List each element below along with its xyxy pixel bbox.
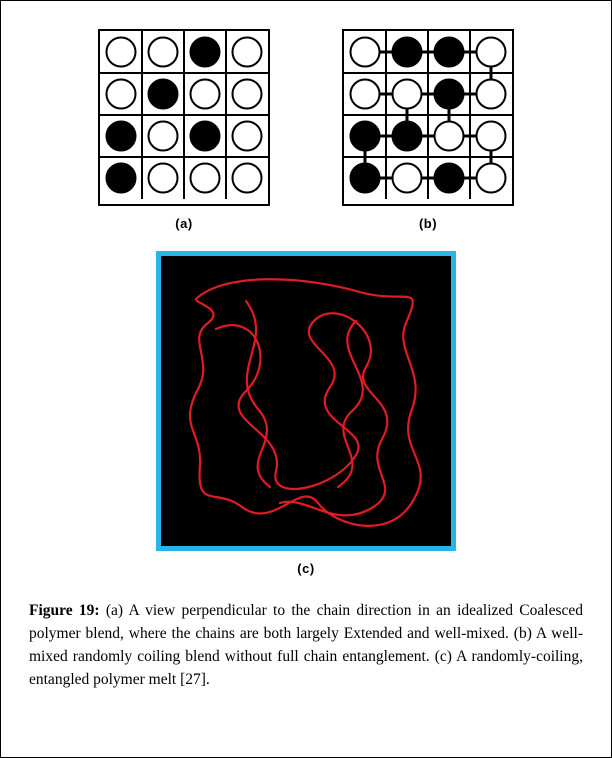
panel-a-label: (a) (175, 216, 192, 231)
top-row: (a) (b) (29, 29, 583, 231)
panel-c-label: (c) (297, 561, 314, 576)
grid-a-svg (100, 31, 268, 199)
panel-c-group: (c) (156, 251, 456, 576)
grid-b-svg (344, 31, 512, 199)
mid-row: (c) (29, 251, 583, 576)
panel-b-grid (342, 29, 514, 206)
panel-c-svg (156, 251, 456, 551)
caption-lead: Figure 19: (29, 602, 100, 619)
figure-caption: Figure 19: (a) A view perpendicular to t… (29, 600, 583, 692)
figure-panel: (a) (b) (c) Figure 19: (a) A view perpen… (0, 0, 612, 758)
panel-a-grid (98, 29, 270, 206)
panel-b-group: (b) (342, 29, 514, 231)
caption-text: (a) A view perpendicular to the chain di… (29, 602, 583, 688)
panel-b-label: (b) (419, 216, 437, 231)
panel-a-group: (a) (98, 29, 270, 231)
